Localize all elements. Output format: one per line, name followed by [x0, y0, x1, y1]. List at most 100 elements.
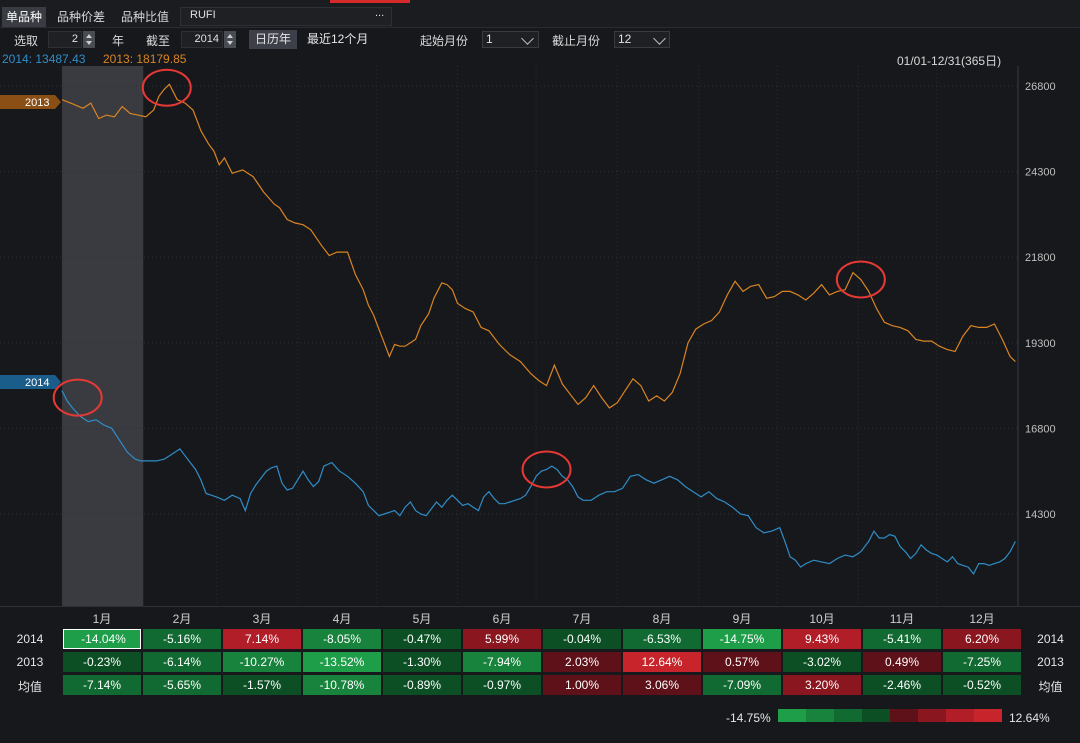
table-cell[interactable]: -5.16% [143, 629, 221, 649]
start-month-label: 起始月份 [420, 34, 469, 48]
table-cell[interactable]: -7.94% [463, 652, 541, 672]
month-header: 2月 [172, 612, 192, 626]
month-header: 10月 [809, 612, 835, 626]
table-cell[interactable]: -3.02% [783, 652, 861, 672]
start-month-select[interactable]: 1 [482, 31, 539, 48]
table-cell[interactable]: -0.89% [383, 675, 461, 695]
color-scale-swatch [890, 709, 918, 722]
table-cell[interactable]: 7.14% [223, 629, 301, 649]
series-tag-label-2014: 2014 [25, 377, 49, 389]
table-cell[interactable]: -10.78% [303, 675, 381, 695]
series-line-2014 [61, 390, 1016, 576]
color-scale-swatch [778, 709, 806, 722]
color-scale-swatch [918, 709, 946, 722]
month-header-row [0, 606, 1080, 628]
table-cell[interactable]: -2.46% [863, 675, 941, 695]
month-header: 8月 [652, 612, 672, 626]
table-cell[interactable]: -1.57% [223, 675, 301, 695]
y-tick-label: 26800 [1025, 81, 1056, 93]
until-label: 截至 [146, 34, 171, 48]
end-month-select[interactable]: 12 [614, 31, 670, 48]
instrument-input[interactable] [180, 7, 392, 26]
active-window-indicator [330, 0, 410, 3]
seasonal-line-chart: 2013 2014 14300 16800 19300 21800 24300 26800 [0, 66, 1056, 607]
table-cell[interactable]: -0.04% [543, 629, 621, 649]
table-cell[interactable]: 3.20% [783, 675, 861, 695]
row-label-right: 均值 [1038, 680, 1063, 694]
legend-2013: 2013: 18179.85 [103, 52, 187, 66]
table-cell[interactable]: -0.97% [463, 675, 541, 695]
table-cell[interactable]: 0.49% [863, 652, 941, 672]
table-cell[interactable]: -5.41% [863, 629, 941, 649]
row-label-right: 2014 [1037, 632, 1064, 646]
month-header: 6月 [492, 612, 512, 626]
month-header: 3月 [252, 612, 272, 626]
table-cell[interactable]: -7.14% [63, 675, 141, 695]
select-count-label: 选取 [14, 34, 39, 48]
until-year-spinner[interactable] [224, 31, 236, 48]
table-cell[interactable]: -7.25% [943, 652, 1021, 672]
table-cell[interactable]: 9.43% [783, 629, 861, 649]
table-cell[interactable]: 12.64% [623, 652, 701, 672]
row-label-left: 2014 [16, 632, 44, 646]
color-scale-swatch [862, 709, 890, 722]
month-header: 1月 [92, 612, 112, 626]
color-scale-swatch [946, 709, 974, 722]
table-cell[interactable]: 3.06% [623, 675, 701, 695]
recent-12-months-button[interactable]: 最近12个月 [307, 32, 369, 46]
table-cell[interactable]: -10.27% [223, 652, 301, 672]
instrument-name: RUFI [190, 9, 216, 21]
y-tick-label: 16800 [1025, 423, 1056, 435]
y-tick-label: 24300 [1025, 167, 1056, 179]
select-count-spinner[interactable] [83, 31, 95, 48]
row-label-left: 2013 [16, 655, 44, 669]
table-cell[interactable]: -14.75% [703, 629, 781, 649]
table-cell[interactable]: 2.03% [543, 652, 621, 672]
table-cell[interactable]: 6.20% [943, 629, 1021, 649]
table-cell[interactable]: -14.04% [63, 629, 141, 649]
series-line-2013 [61, 83, 1016, 409]
table-cell[interactable]: 5.99% [463, 629, 541, 649]
until-year-input[interactable]: 2014 [181, 31, 223, 48]
month-header: 12月 [969, 612, 995, 626]
scale-min-label: -14.75% [726, 711, 771, 725]
month-header: 9月 [732, 612, 752, 626]
calendar-year-button[interactable]: 日历年 [249, 30, 298, 49]
y-tick-label: 14300 [1025, 509, 1056, 521]
end-month-label: 截止月份 [552, 34, 601, 48]
month-header: 7月 [572, 612, 592, 626]
month-header: 11月 [889, 612, 915, 626]
annotation-circle-4 [835, 260, 886, 299]
table-cell[interactable]: -5.65% [143, 675, 221, 695]
table-cell[interactable]: -13.52% [303, 652, 381, 672]
table-cell[interactable]: -7.09% [703, 675, 781, 695]
select-count-input[interactable]: 2 [48, 31, 82, 48]
month-header: 5月 [412, 612, 432, 626]
table-cell[interactable]: -6.14% [143, 652, 221, 672]
tab-variety-ratio[interactable]: 品种比值 [121, 10, 170, 24]
series-tag-label-2013: 2013 [25, 97, 49, 109]
color-scale-swatch [834, 709, 862, 722]
january-highlight-band [62, 66, 144, 607]
table-cell[interactable]: -0.23% [63, 652, 141, 672]
table-cell[interactable]: 1.00% [543, 675, 621, 695]
table-cell[interactable]: -0.52% [943, 675, 1021, 695]
y-tick-label: 21800 [1025, 252, 1056, 264]
row-label-right: 2013 [1037, 655, 1064, 669]
instrument-more-button[interactable]: ... [375, 7, 385, 19]
annotation-circle-3 [521, 450, 572, 489]
table-cell[interactable]: -0.47% [383, 629, 461, 649]
legend-2014: 2014: 13487.43 [2, 52, 86, 66]
date-range-label: 01/01-12/31(365日) [897, 54, 1002, 68]
series-tag-2013 [0, 95, 61, 109]
scale-max-label: 12.64% [1009, 711, 1050, 725]
month-header: 4月 [332, 612, 352, 626]
tab-single-variety[interactable]: 单品种 [2, 7, 47, 27]
table-cell[interactable]: -1.30% [383, 652, 461, 672]
tab-variety-spread[interactable]: 品种价差 [57, 10, 106, 24]
table-cell[interactable]: -6.53% [623, 629, 701, 649]
y-tick-label: 19300 [1025, 338, 1056, 350]
table-cell[interactable]: -8.05% [303, 629, 381, 649]
table-cell[interactable]: 0.57% [703, 652, 781, 672]
color-scale-swatch [974, 709, 1002, 722]
